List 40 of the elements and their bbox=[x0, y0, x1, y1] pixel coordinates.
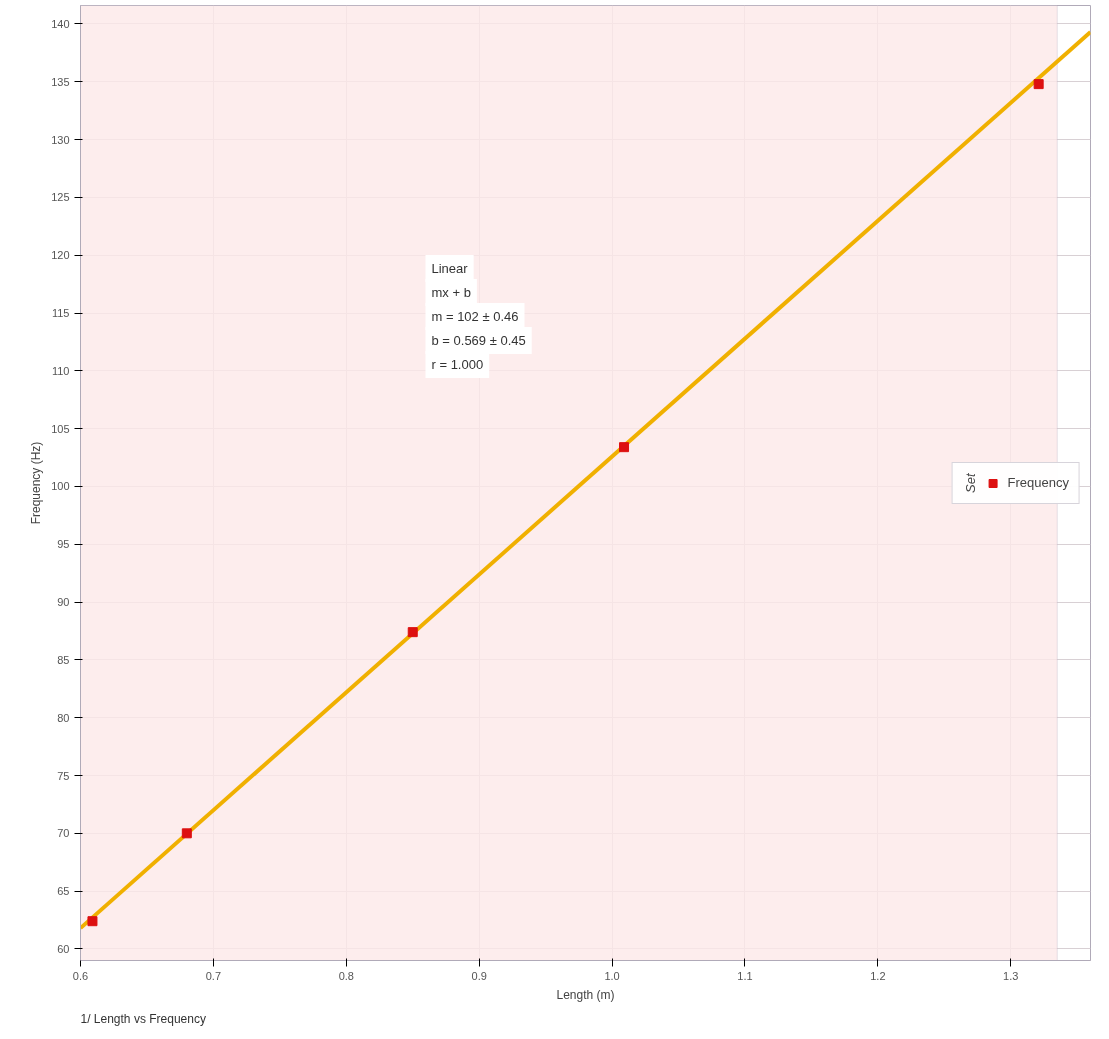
y-tick-label: 85 bbox=[57, 653, 70, 666]
y-tick-label: 115 bbox=[51, 307, 70, 320]
y-tick-label: 75 bbox=[57, 769, 70, 782]
x-tick-label: 0.7 bbox=[205, 969, 222, 982]
x-axis-title: Length (m) bbox=[556, 987, 615, 1002]
y-tick-label: 105 bbox=[51, 422, 70, 435]
point bbox=[619, 442, 630, 453]
y-tick-label: 135 bbox=[51, 75, 70, 88]
y-tick-label: 140 bbox=[51, 18, 70, 30]
x-tick-label: 1.0 bbox=[604, 969, 620, 982]
point bbox=[1033, 79, 1044, 90]
annotation: r = 1.000 bbox=[431, 357, 484, 373]
y-tick-label: 130 bbox=[51, 133, 70, 146]
annotation: mx + b bbox=[431, 285, 471, 301]
annotation: Linear bbox=[431, 261, 469, 277]
x-tick-label: 0.6 bbox=[72, 969, 89, 982]
y-axis-title: Frequency (Hz) bbox=[29, 441, 44, 525]
point bbox=[407, 627, 418, 638]
annotation: m = 102 ± 0.46 bbox=[431, 309, 519, 325]
y-tick-label: 120 bbox=[51, 249, 70, 262]
legend-label: Frequency bbox=[1007, 475, 1069, 490]
x-tick-label: 1.2 bbox=[870, 969, 886, 982]
y-tick-label: 125 bbox=[51, 191, 70, 204]
y-tick-label: 65 bbox=[57, 885, 70, 898]
y-tick-label: 95 bbox=[57, 538, 70, 551]
point bbox=[181, 828, 192, 839]
point bbox=[87, 916, 98, 927]
text: 1/ Length vs Frequency bbox=[80, 1011, 206, 1026]
legend-title: Set bbox=[962, 472, 978, 493]
y-tick-label: 80 bbox=[57, 711, 70, 724]
y-tick-label: 110 bbox=[51, 364, 70, 377]
x-tick-label: 1.1 bbox=[737, 969, 753, 982]
x-tick-label: 1.3 bbox=[1003, 969, 1019, 982]
y-tick-label: 60 bbox=[57, 942, 70, 955]
y-tick-label: 70 bbox=[57, 827, 70, 840]
x-tick-label: 0.8 bbox=[338, 969, 354, 982]
y-tick-label: 90 bbox=[57, 596, 70, 609]
y-tick-label: 100 bbox=[51, 480, 70, 493]
annotation: b = 0.569 ± 0.45 bbox=[431, 333, 526, 349]
x-tick-label: 0.9 bbox=[471, 969, 487, 982]
